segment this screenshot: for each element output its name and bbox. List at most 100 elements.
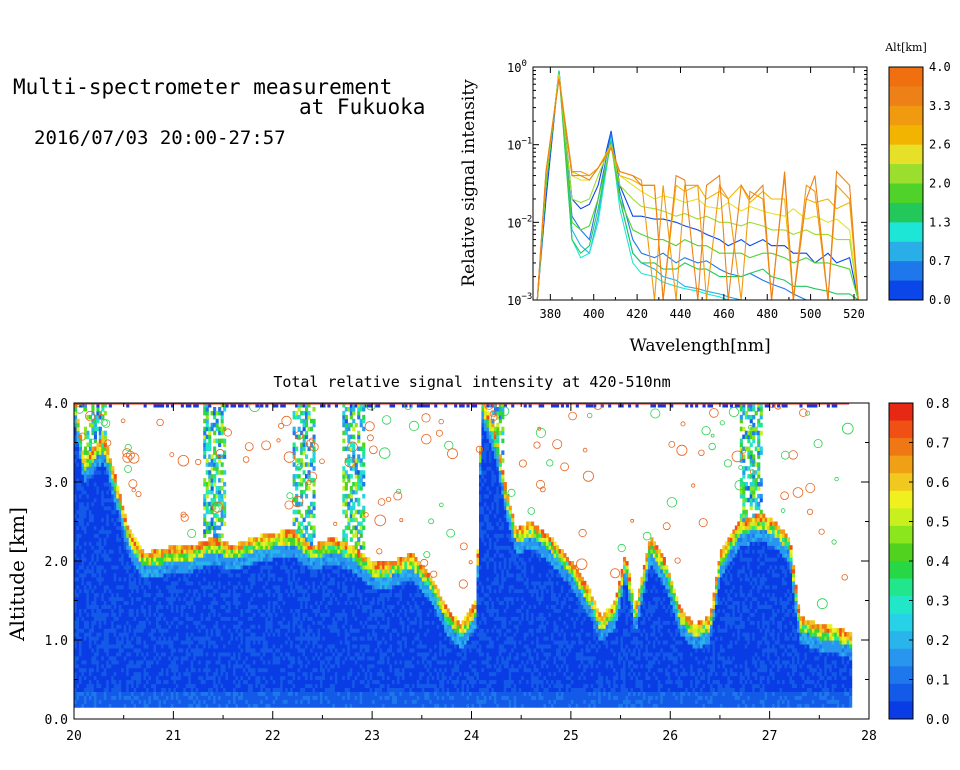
- heatmap-cell: [111, 474, 115, 479]
- heatmap-cell: [86, 482, 90, 487]
- heatmap-cell: [223, 442, 227, 447]
- heatmap-cell: [96, 683, 100, 688]
- heatmap-cell: [126, 651, 130, 657]
- heatmap-cell: [121, 545, 125, 550]
- heatmap-cell: [116, 695, 120, 700]
- heatmap-cell: [121, 521, 125, 527]
- heatmap-cell: [86, 568, 90, 574]
- heatmap-cell: [163, 596, 167, 602]
- heatmap-cell: [218, 407, 222, 412]
- heatmap-cell: [106, 608, 110, 613]
- heatmap-cell: [93, 478, 97, 483]
- heatmap-cell: [118, 604, 122, 609]
- heatmap-cell: [93, 640, 97, 645]
- heatmap-cell: [121, 553, 125, 558]
- heatmap-cell: [151, 580, 155, 586]
- heatmap-cell: [74, 462, 78, 467]
- heatmap-cell: [79, 505, 83, 511]
- heatmap-cell: [165, 620, 169, 625]
- heatmap-cell: [103, 620, 107, 625]
- heatmap-cell: [148, 620, 152, 625]
- heatmap-cell: [165, 651, 169, 657]
- heatmap-cell: [93, 667, 97, 673]
- heatmap-cell: [128, 647, 132, 653]
- heatmap-cell: [91, 675, 95, 681]
- heatmap-cell: [151, 647, 155, 653]
- heatmap-cell: [91, 497, 95, 503]
- heatmap-cell: [156, 553, 160, 558]
- heatmap-cell: [93, 695, 97, 700]
- heatmap-cell: [101, 561, 105, 566]
- heatmap-cell: [93, 699, 97, 704]
- heatmap-cell: [98, 533, 102, 538]
- heatmap-cell: [96, 553, 100, 558]
- heatmap-cell: [173, 616, 177, 621]
- heatmap-cell: [116, 679, 120, 685]
- heatmap-cell: [91, 446, 95, 451]
- heatmap-cell: [116, 584, 120, 590]
- heatmap-cell: [86, 478, 90, 483]
- heatmap-cell: [123, 624, 127, 629]
- heatmap-cell: [133, 632, 137, 637]
- heatmap-cell: [108, 612, 112, 617]
- heatmap-cell: [128, 628, 132, 633]
- heatmap-cell: [81, 533, 85, 538]
- heatmap-cell: [108, 616, 112, 621]
- heatmap-cell: [136, 691, 140, 696]
- heatmap-cell: [163, 636, 167, 641]
- heatmap-cell: [81, 521, 85, 527]
- heatmap-cell: [165, 584, 169, 590]
- heatmap-cell: [91, 525, 95, 531]
- heatmap-cell: [113, 572, 117, 578]
- heatmap-cell: [131, 561, 135, 566]
- heatmap-cell: [98, 647, 102, 653]
- heatmap-cell: [81, 564, 85, 570]
- heatmap-cell: [96, 501, 100, 507]
- heatmap-cell: [103, 584, 107, 590]
- heatmap-cell: [116, 647, 120, 653]
- heatmap-cell: [156, 624, 160, 629]
- heatmap-cell: [138, 612, 142, 617]
- heatmap-cell: [101, 403, 105, 408]
- heatmap-cell: [98, 687, 102, 692]
- heatmap-cell: [146, 651, 150, 657]
- heatmap-cell: [111, 466, 115, 471]
- heatmap-cell: [83, 501, 87, 507]
- heatmap-cell: [126, 643, 130, 649]
- heatmap-cell: [131, 541, 135, 546]
- heatmap-cell: [81, 679, 85, 685]
- heatmap-cell: [151, 663, 155, 669]
- heatmap-cell: [116, 553, 120, 558]
- heatmap-cell: [113, 517, 117, 523]
- heatmap-cell: [123, 549, 127, 554]
- heatmap-cell: [106, 659, 110, 665]
- heatmap-cell: [113, 675, 117, 681]
- heatmap-cell: [161, 616, 165, 621]
- heatmap-cell: [146, 608, 150, 613]
- heatmap-cell: [106, 651, 110, 657]
- heatmap-cell: [79, 403, 83, 408]
- spectrum-x-axis-label: Wavelength[nm]: [629, 336, 770, 356]
- altitude-colorbar-label: 3.3: [929, 99, 951, 113]
- heatmap-cell: [151, 557, 155, 562]
- heatmap-cell: [305, 430, 309, 436]
- heatmap-cell: [93, 568, 97, 574]
- heatmap-cell: [153, 584, 157, 590]
- heatmap-cell: [175, 683, 179, 688]
- heatmap-cell: [158, 580, 162, 586]
- heatmap-cell: [170, 667, 174, 673]
- heatmap-cell: [86, 596, 90, 602]
- heatmap-cell: [98, 505, 102, 511]
- heatmap-cell: [86, 632, 90, 637]
- heatmap-cell: [121, 695, 125, 700]
- heatmap-cell: [79, 695, 83, 700]
- heatmap-cell: [74, 446, 78, 451]
- heatmap-cell: [153, 691, 157, 696]
- heatmap-cell: [74, 438, 78, 444]
- heatmap-cell: [111, 580, 115, 586]
- heatmap-cell: [88, 596, 92, 602]
- heatmap-cell: [141, 655, 145, 661]
- heatmap-cell: [170, 403, 174, 408]
- heatmap-cell: [175, 699, 179, 704]
- heatmap-cell: [123, 572, 127, 578]
